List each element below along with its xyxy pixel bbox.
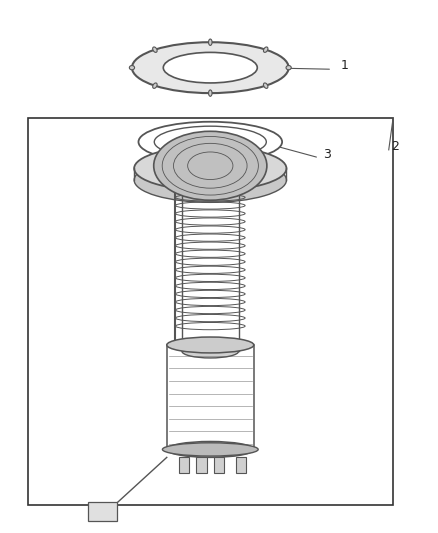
FancyBboxPatch shape	[88, 503, 117, 521]
Ellipse shape	[132, 42, 289, 93]
Text: 3: 3	[323, 148, 331, 161]
Ellipse shape	[153, 47, 157, 52]
Ellipse shape	[208, 39, 212, 45]
Bar	[179, 457, 189, 473]
Ellipse shape	[208, 90, 212, 96]
Ellipse shape	[129, 66, 134, 70]
Text: 1: 1	[341, 59, 349, 72]
Ellipse shape	[167, 337, 254, 353]
Bar	[214, 457, 224, 473]
Ellipse shape	[134, 146, 286, 191]
Ellipse shape	[154, 126, 266, 158]
Ellipse shape	[286, 66, 291, 70]
Ellipse shape	[154, 131, 267, 200]
Text: 2: 2	[391, 140, 399, 153]
Ellipse shape	[264, 47, 268, 52]
Ellipse shape	[153, 83, 157, 88]
Ellipse shape	[264, 83, 268, 88]
Ellipse shape	[163, 52, 257, 83]
Ellipse shape	[182, 345, 239, 358]
Bar	[236, 457, 246, 473]
Ellipse shape	[138, 122, 282, 162]
Ellipse shape	[167, 441, 254, 457]
Ellipse shape	[134, 158, 286, 203]
Ellipse shape	[162, 443, 258, 456]
Bar	[196, 457, 207, 473]
